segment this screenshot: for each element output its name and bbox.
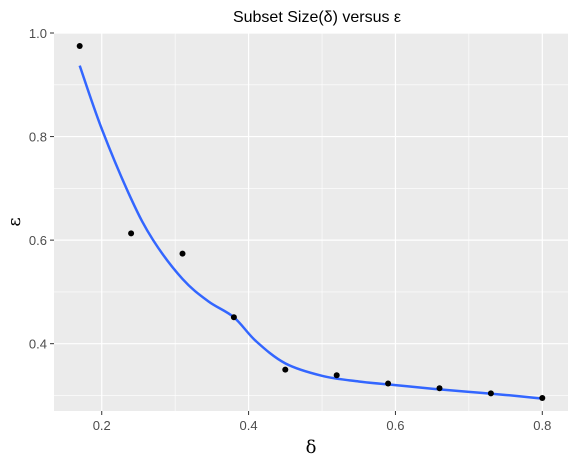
- y-tick-label: 0.8: [29, 130, 47, 145]
- data-point: [230, 314, 237, 321]
- x-axis-title: δ: [306, 437, 317, 458]
- data-point: [487, 390, 494, 397]
- y-axis-ticks: 0.4 0.6 0.8 1.0: [29, 26, 54, 352]
- minor-gridlines: [54, 33, 568, 411]
- data-point: [436, 385, 443, 392]
- x-tick-label: 0.6: [386, 418, 404, 433]
- x-tick-label: 0.8: [533, 418, 551, 433]
- data-point: [179, 250, 186, 257]
- data-point: [385, 380, 392, 387]
- major-gridlines: [54, 32, 568, 411]
- data-point: [333, 372, 340, 379]
- y-tick-label: 0.4: [29, 337, 47, 352]
- y-axis-title: ε: [4, 217, 25, 226]
- data-point: [539, 395, 546, 402]
- x-axis-ticks: 0.2 0.4 0.6 0.8: [93, 411, 551, 433]
- data-point: [128, 230, 135, 237]
- plot-panel: [54, 33, 568, 411]
- data-point: [282, 366, 289, 373]
- data-points: [76, 42, 546, 402]
- x-tick-label: 0.4: [240, 418, 258, 433]
- smooth-fit-line: [78, 65, 543, 400]
- y-tick-label: 1.0: [29, 26, 47, 41]
- data-point: [76, 42, 83, 49]
- chart-title: Subset Size(δ) versus ε: [233, 9, 401, 26]
- y-tick-label: 0.6: [29, 233, 47, 248]
- x-tick-label: 0.2: [93, 418, 111, 433]
